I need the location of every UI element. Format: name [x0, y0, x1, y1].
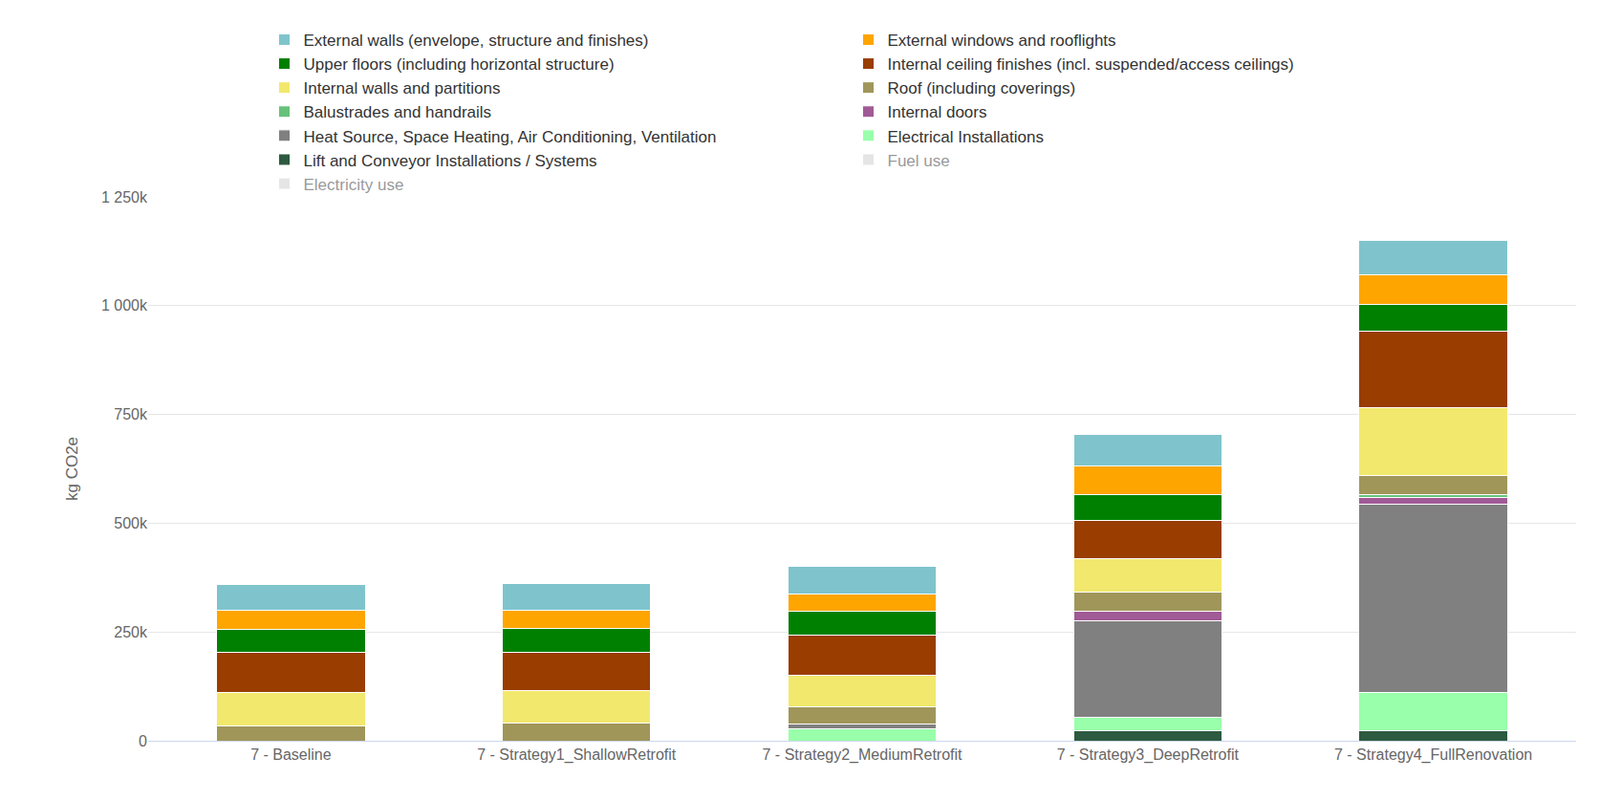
- svg-text:750k: 750k: [113, 406, 149, 423]
- svg-text:Internal ceiling finishes (inc: Internal ceiling finishes (incl. suspend…: [887, 55, 1295, 74]
- svg-text:Internal doors: Internal doors: [887, 103, 988, 122]
- svg-text:250k: 250k: [113, 624, 149, 641]
- svg-text:1 000k: 1 000k: [101, 297, 149, 314]
- svg-text:Lift and Conveyor Installation: Lift and Conveyor Installations / System…: [303, 151, 598, 171]
- svg-text:Electrical Installations: Electrical Installations: [887, 128, 1044, 147]
- svg-text:Upper floors (including horizo: Upper floors (including horizontal struc…: [303, 55, 615, 74]
- svg-text:kg CO2e: kg CO2e: [63, 436, 82, 501]
- svg-text:Balustrades and handrails: Balustrades and handrails: [303, 103, 493, 122]
- svg-text:Fuel use: Fuel use: [887, 151, 951, 171]
- svg-text:0: 0: [138, 733, 148, 750]
- svg-text:Internal walls and partitions: Internal walls and partitions: [303, 79, 501, 98]
- svg-text:500k: 500k: [113, 515, 149, 532]
- svg-text:Electricity use: Electricity use: [303, 175, 405, 195]
- svg-text:External windows and rooflight: External windows and rooflights: [887, 31, 1117, 50]
- svg-text:7 - Strategy2_MediumRetrofit: 7 - Strategy2_MediumRetrofit: [762, 746, 964, 764]
- svg-text:External walls (envelope, stru: External walls (envelope, structure and …: [303, 31, 649, 50]
- svg-text:1 250k: 1 250k: [101, 189, 149, 206]
- svg-text:Roof (including coverings): Roof (including coverings): [887, 79, 1077, 98]
- svg-text:7 - Baseline: 7 - Baseline: [250, 746, 332, 763]
- svg-text:7 - Strategy4_FullRenovation: 7 - Strategy4_FullRenovation: [1334, 746, 1533, 764]
- svg-text:Heat Source, Space Heating, Ai: Heat Source, Space Heating, Air Conditio…: [303, 128, 717, 147]
- svg-text:7 - Strategy1_ShallowRetrofit: 7 - Strategy1_ShallowRetrofit: [476, 746, 677, 764]
- svg-text:7 - Strategy3_DeepRetrofit: 7 - Strategy3_DeepRetrofit: [1057, 746, 1240, 764]
